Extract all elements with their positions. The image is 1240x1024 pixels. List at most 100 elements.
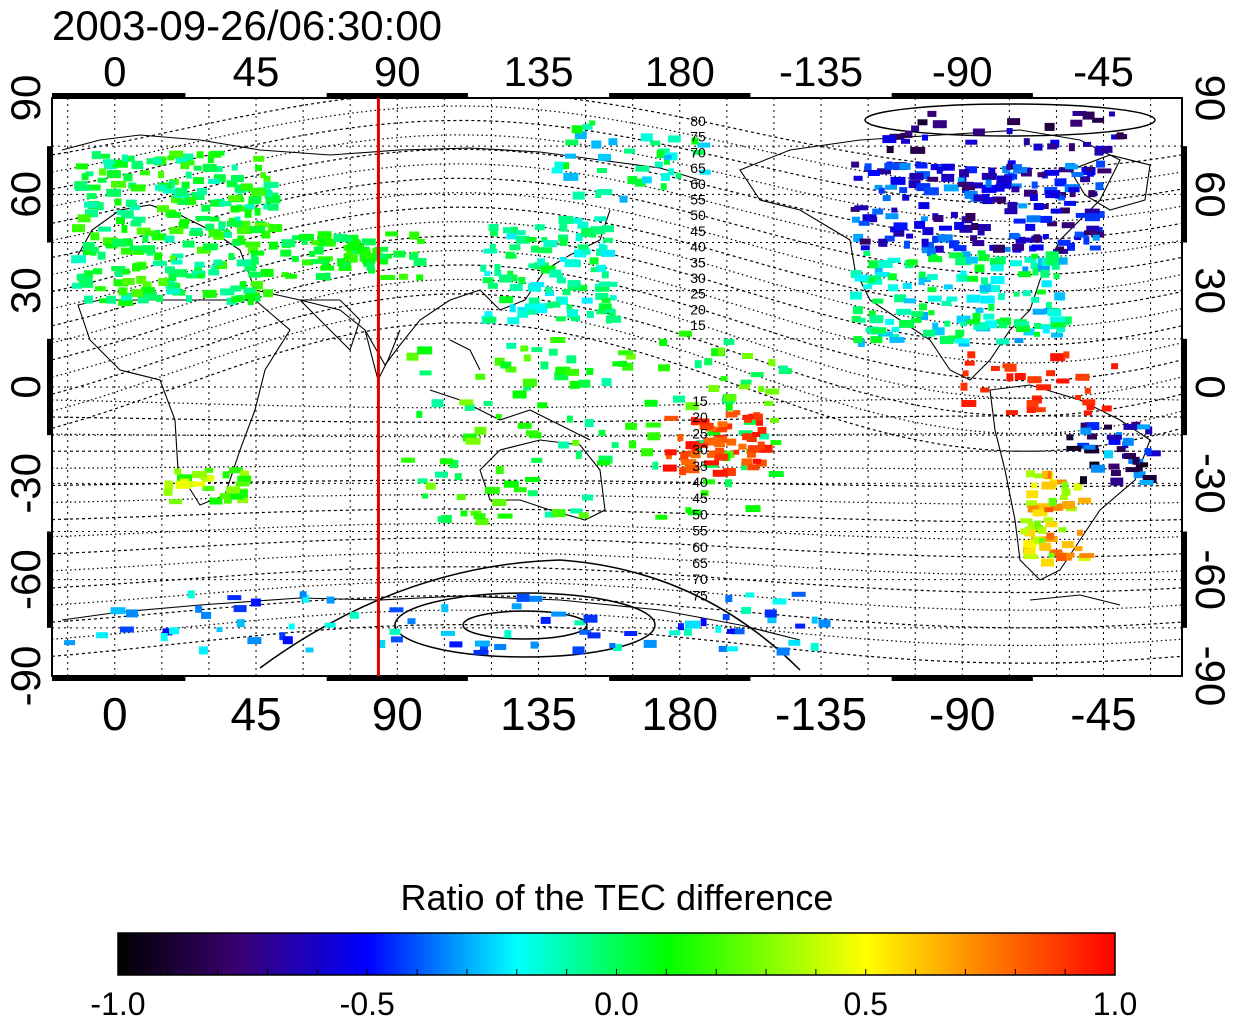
tec-cell	[979, 284, 994, 292]
tec-cell	[594, 216, 607, 222]
tec-cell	[375, 253, 388, 259]
contour-label: 65	[692, 555, 708, 571]
tec-cell	[311, 258, 327, 264]
tec-cell	[1014, 338, 1024, 343]
tec-cell	[507, 270, 514, 278]
top-lon-label: -45	[1073, 48, 1134, 95]
tec-cell	[192, 471, 207, 478]
tec-cell	[596, 248, 606, 256]
tec-cell	[1032, 509, 1048, 517]
tec-cell	[507, 317, 520, 325]
tec-cell	[927, 176, 939, 182]
tec-cell	[962, 370, 969, 377]
tec-cell	[1020, 528, 1029, 535]
tec-cell	[1094, 147, 1104, 156]
tec-cell	[1086, 166, 1093, 172]
tec-cell	[528, 263, 536, 269]
tec-cell	[198, 646, 208, 655]
tec-cell	[523, 354, 531, 362]
tec-cell	[265, 190, 273, 197]
tec-cell	[563, 172, 579, 181]
tec-cell	[162, 628, 173, 636]
tec-cell	[741, 458, 753, 466]
tec-cell	[586, 367, 594, 375]
tec-cell	[227, 220, 242, 227]
tec-cell	[899, 319, 915, 328]
tec-cell	[765, 388, 780, 395]
tec-cell	[795, 623, 806, 629]
tec-cell	[201, 611, 212, 619]
tec-cell	[961, 251, 971, 259]
tec-cell	[921, 238, 929, 247]
tec-cell	[1058, 527, 1067, 533]
tec-cell	[494, 357, 505, 366]
tec-cell	[566, 355, 577, 364]
tec-cell	[132, 163, 144, 170]
tec-cell	[1041, 280, 1052, 288]
tec-cell	[989, 258, 1004, 266]
tec-cell	[209, 216, 220, 222]
colorbar-tick-label: -1.0	[90, 986, 145, 1022]
tec-cell	[954, 221, 965, 230]
tec-cell	[495, 466, 504, 474]
tec-cell	[547, 301, 561, 308]
tec-cell	[175, 187, 188, 196]
tec-cell	[111, 266, 126, 272]
tec-cell	[554, 372, 569, 381]
tec-cell	[1076, 529, 1083, 536]
tec-cell	[305, 647, 314, 653]
contour-label: 35	[692, 458, 708, 474]
tec-cell	[627, 176, 638, 185]
contour-label: 50	[690, 207, 706, 223]
tec-cell	[263, 181, 279, 188]
tec-cell	[1145, 426, 1153, 435]
tec-cell	[601, 378, 612, 387]
tec-cell	[1004, 363, 1017, 372]
tec-cell	[243, 287, 256, 294]
tec-cell	[1092, 234, 1100, 241]
tec-cell	[220, 288, 235, 296]
tec-cell	[385, 231, 399, 237]
contour-north	[52, 322, 1182, 452]
tec-cell	[939, 336, 953, 345]
top-lon-label: 180	[645, 48, 715, 95]
tec-cell	[973, 322, 989, 331]
tec-cell	[722, 468, 736, 476]
tec-cell	[1031, 244, 1044, 251]
tec-cell	[169, 227, 184, 235]
tec-cell	[1104, 450, 1113, 459]
left-lat-label: -30	[2, 453, 49, 514]
tec-cell	[544, 511, 556, 518]
tec-cell	[1037, 172, 1046, 178]
tec-cell	[191, 192, 205, 200]
tec-cell	[581, 285, 588, 291]
tec-cell	[566, 368, 579, 376]
tec-cell	[114, 198, 122, 206]
tec-cell	[251, 187, 267, 196]
frame-tick-top	[52, 93, 186, 98]
tec-cell	[622, 362, 634, 371]
top-lon-label: 135	[503, 48, 573, 95]
right-latitude-labels: 90 60 30 0 -30 -60 -90	[1187, 75, 1234, 707]
tec-cell	[753, 458, 761, 464]
tec-cell	[236, 226, 252, 234]
tec-cell	[578, 512, 589, 519]
tec-cell	[909, 172, 924, 180]
tec-cell	[927, 287, 937, 293]
tec-cell	[90, 232, 100, 241]
tec-cell	[209, 497, 223, 505]
tec-cell	[930, 254, 938, 261]
tec-cell	[863, 284, 873, 290]
tec-cell	[928, 310, 935, 316]
left-lat-label: 0	[2, 375, 49, 398]
tec-cell	[168, 180, 175, 189]
tec-cell	[910, 146, 926, 154]
tec-cell	[718, 347, 724, 356]
tec-cell	[1012, 243, 1025, 251]
tec-cell	[1057, 239, 1071, 246]
tec-cell	[174, 468, 182, 475]
tec-cell	[680, 451, 689, 460]
tec-cell	[140, 170, 150, 176]
tec-cell	[581, 297, 593, 304]
tec-cell	[142, 234, 149, 243]
